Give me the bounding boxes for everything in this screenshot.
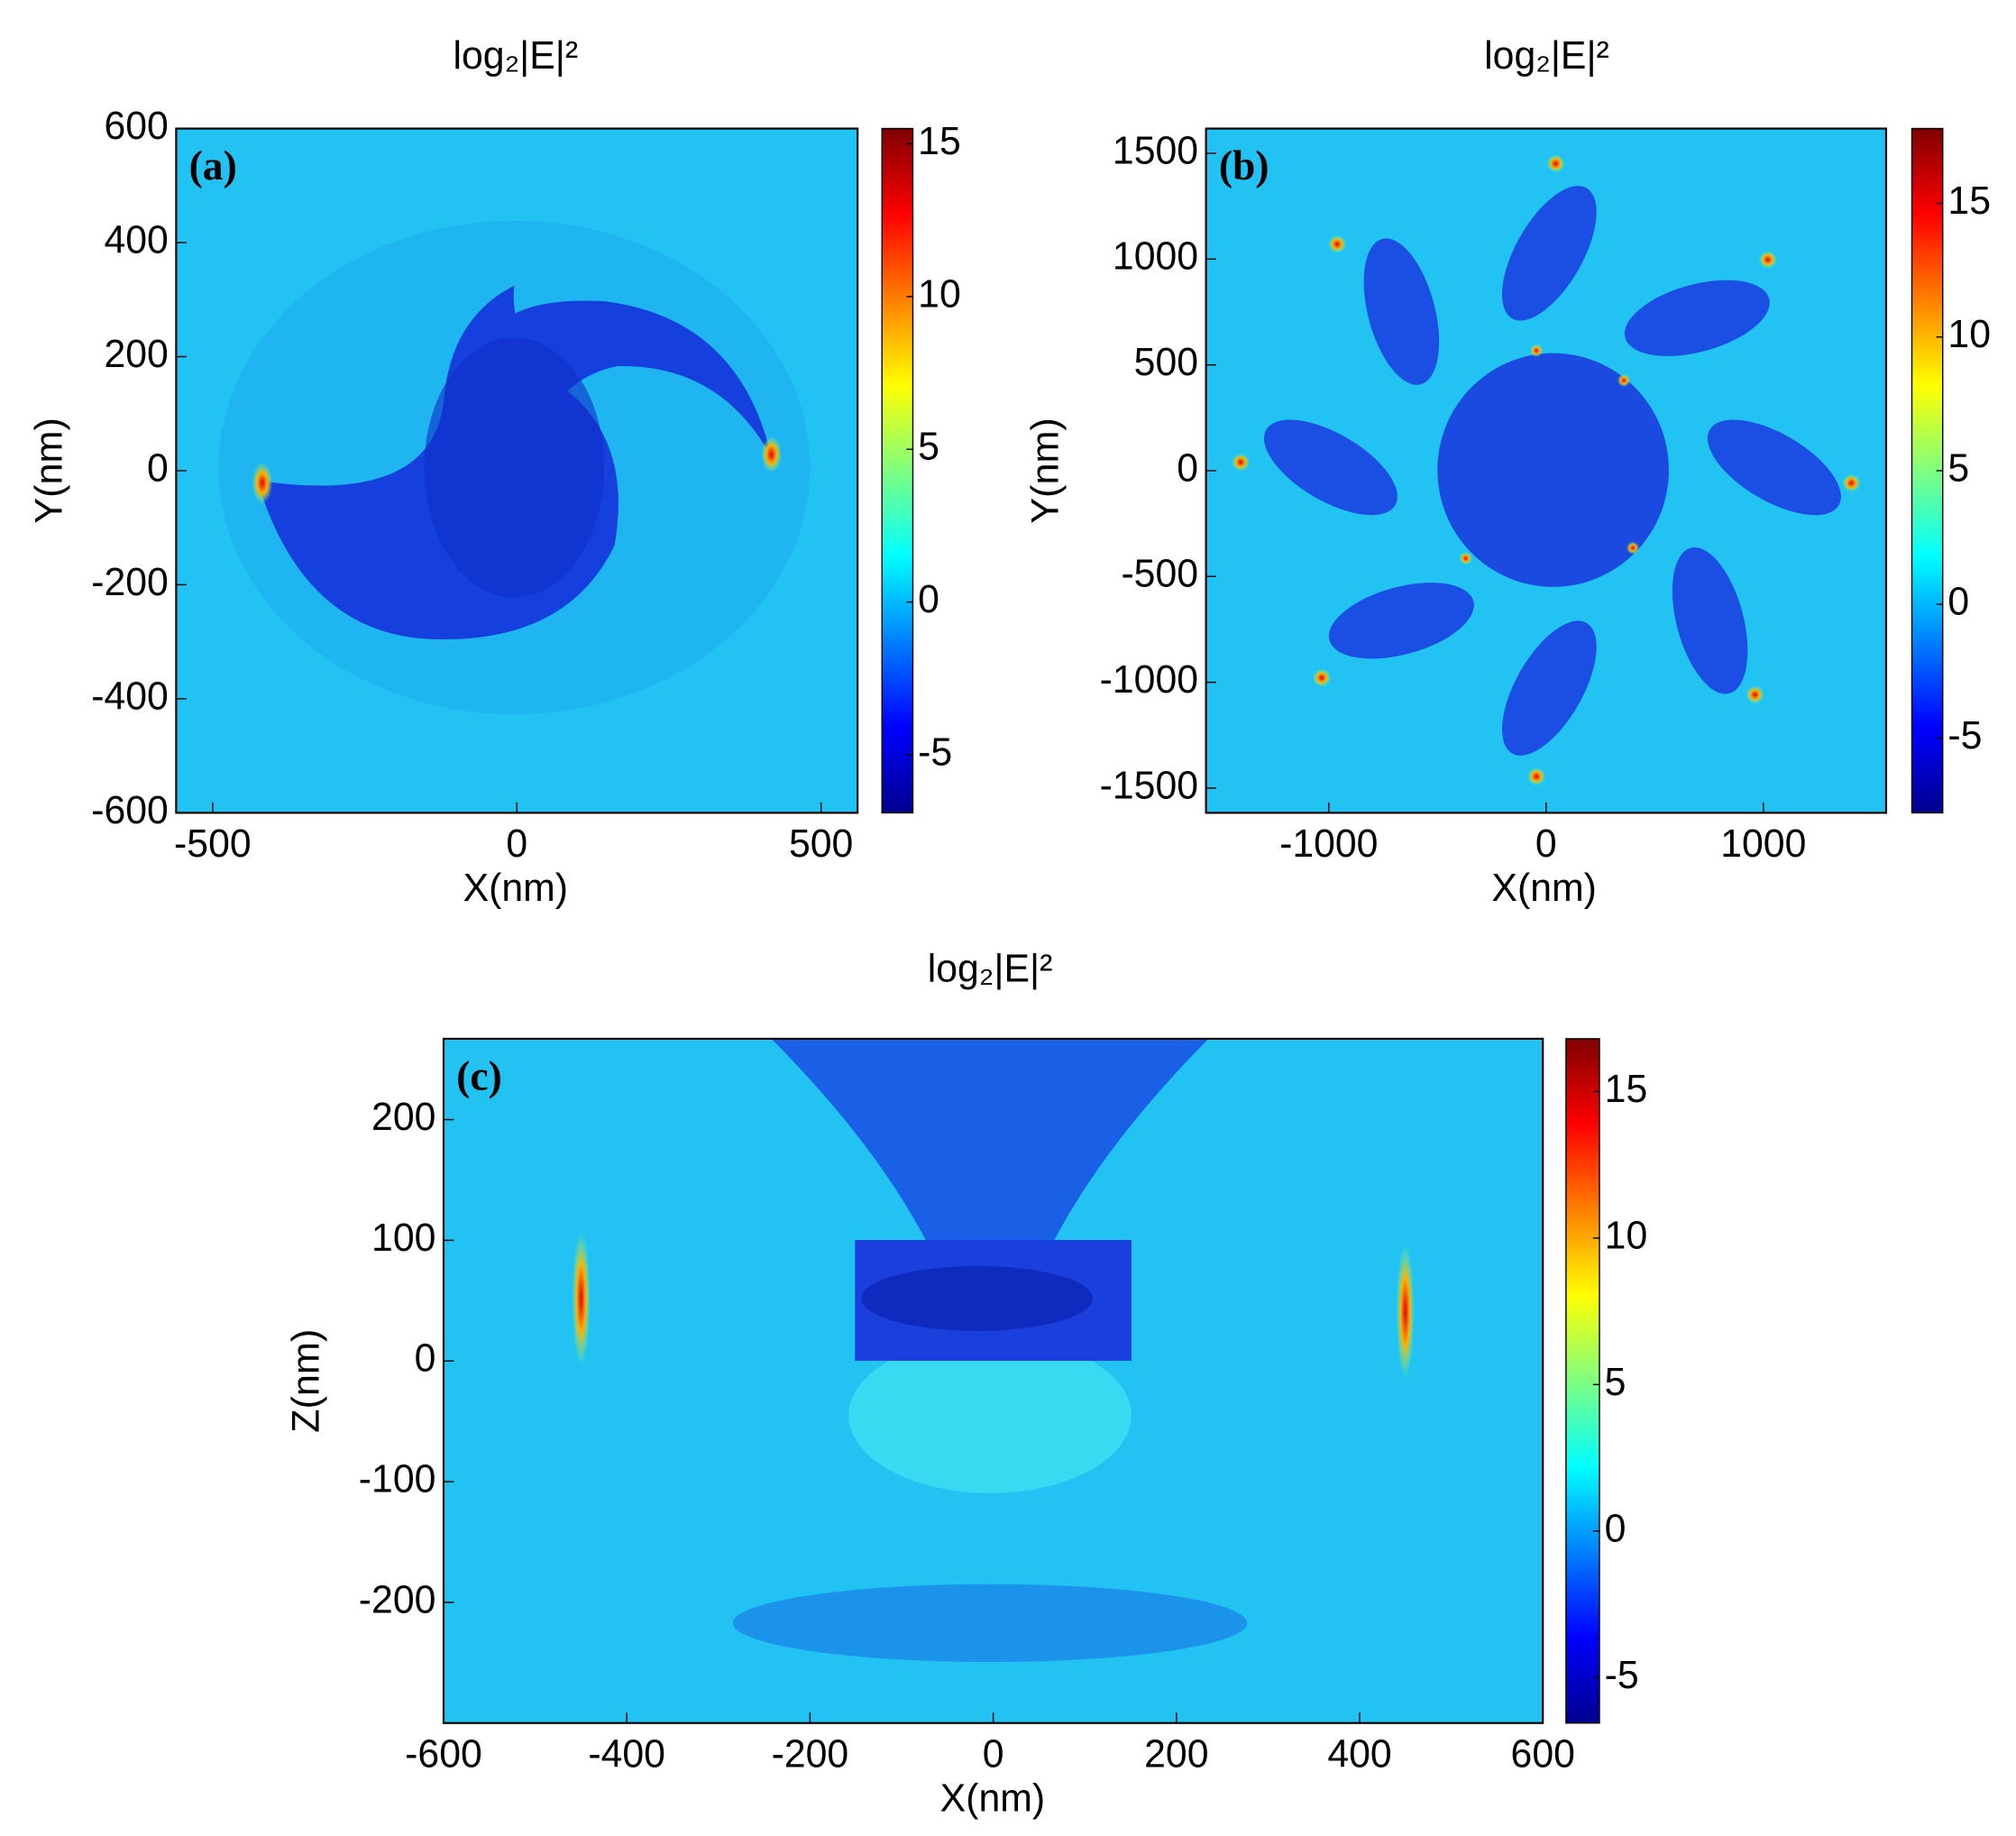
panel-label: (b) bbox=[1219, 142, 1269, 188]
chart-title: log₂|E|² bbox=[1484, 34, 1609, 78]
colorbar-tick-label: 10 bbox=[1605, 1214, 1648, 1257]
colorbar-tick-label: 10 bbox=[1947, 313, 1991, 356]
y-tick-label: 100 bbox=[371, 1216, 435, 1260]
x-tick-label: -400 bbox=[588, 1732, 665, 1776]
colorbar bbox=[881, 127, 914, 814]
x-tick-label: 0 bbox=[506, 822, 527, 866]
x-tick-label: -200 bbox=[772, 1732, 849, 1776]
x-tick-label: 200 bbox=[1144, 1732, 1208, 1776]
y-tick-label: 500 bbox=[1134, 341, 1198, 384]
colorbar-tick-label: 5 bbox=[1947, 446, 1969, 490]
x-axis-label: X(nm) bbox=[463, 867, 568, 910]
panel-label: (a) bbox=[189, 142, 237, 188]
y-axis-label: Y(nm) bbox=[1024, 418, 1068, 524]
colorbar-tick-label: 10 bbox=[918, 272, 961, 316]
y-tick-label: 600 bbox=[104, 105, 168, 148]
y-tick-label: -200 bbox=[359, 1578, 436, 1621]
colorbar-tick-label: 5 bbox=[918, 425, 939, 468]
x-tick-label: -500 bbox=[174, 822, 252, 866]
y-tick-label: 1500 bbox=[1113, 129, 1198, 172]
colorbar-tick-label: 0 bbox=[918, 578, 939, 621]
x-tick-label: 0 bbox=[1535, 822, 1557, 866]
x-tick-label: 400 bbox=[1327, 1732, 1391, 1776]
y-tick-label: -1500 bbox=[1100, 764, 1198, 807]
colorbar bbox=[1565, 1038, 1600, 1724]
x-tick-label: 0 bbox=[983, 1732, 1004, 1776]
field-b bbox=[1205, 128, 1886, 813]
colorbar-tick-label: -5 bbox=[918, 730, 952, 774]
y-tick-label: -500 bbox=[1121, 553, 1198, 596]
x-tick-label: 500 bbox=[789, 822, 853, 866]
y-tick-label: 0 bbox=[147, 446, 169, 490]
chart-title: log₂|E|² bbox=[454, 34, 579, 78]
y-axis-label: Y(nm) bbox=[28, 418, 71, 524]
colorbar-tick-label: 5 bbox=[1605, 1361, 1627, 1404]
y-tick-label: 1000 bbox=[1113, 235, 1198, 279]
x-tick-label: -600 bbox=[405, 1732, 482, 1776]
x-axis-label: X(nm) bbox=[1491, 867, 1596, 910]
x-tick-label: 600 bbox=[1511, 1732, 1575, 1776]
y-axis-label: Z(nm) bbox=[285, 1329, 328, 1433]
y-tick-label: -1000 bbox=[1100, 658, 1198, 702]
colorbar-tick-label: -5 bbox=[1947, 714, 1982, 757]
colorbar-tick-label: 15 bbox=[1605, 1068, 1648, 1111]
colorbar-tick-label: -5 bbox=[1605, 1654, 1639, 1697]
y-tick-label: -400 bbox=[91, 675, 169, 718]
x-tick-label: 1000 bbox=[1720, 822, 1806, 866]
panel-label: (c) bbox=[456, 1052, 502, 1098]
y-tick-label: 400 bbox=[104, 218, 168, 262]
y-tick-label: -600 bbox=[91, 789, 169, 832]
field-c bbox=[443, 1038, 1544, 1723]
y-tick-label: -200 bbox=[91, 561, 169, 604]
y-tick-label: 0 bbox=[415, 1336, 436, 1380]
y-tick-label: 0 bbox=[1177, 446, 1198, 490]
colorbar-tick-label: 15 bbox=[918, 120, 961, 163]
colorbar-tick-label: 0 bbox=[1947, 580, 1969, 623]
colorbar-tick-label: 15 bbox=[1947, 179, 1991, 223]
chart-title: log₂|E|² bbox=[928, 947, 1053, 990]
y-tick-label: -100 bbox=[359, 1457, 436, 1501]
colorbar-tick-label: 0 bbox=[1605, 1507, 1627, 1550]
field-a bbox=[176, 128, 858, 813]
y-tick-label: 200 bbox=[371, 1096, 435, 1139]
x-axis-label: X(nm) bbox=[940, 1776, 1045, 1820]
y-tick-label: 200 bbox=[104, 333, 168, 376]
x-tick-label: -1000 bbox=[1279, 822, 1378, 866]
